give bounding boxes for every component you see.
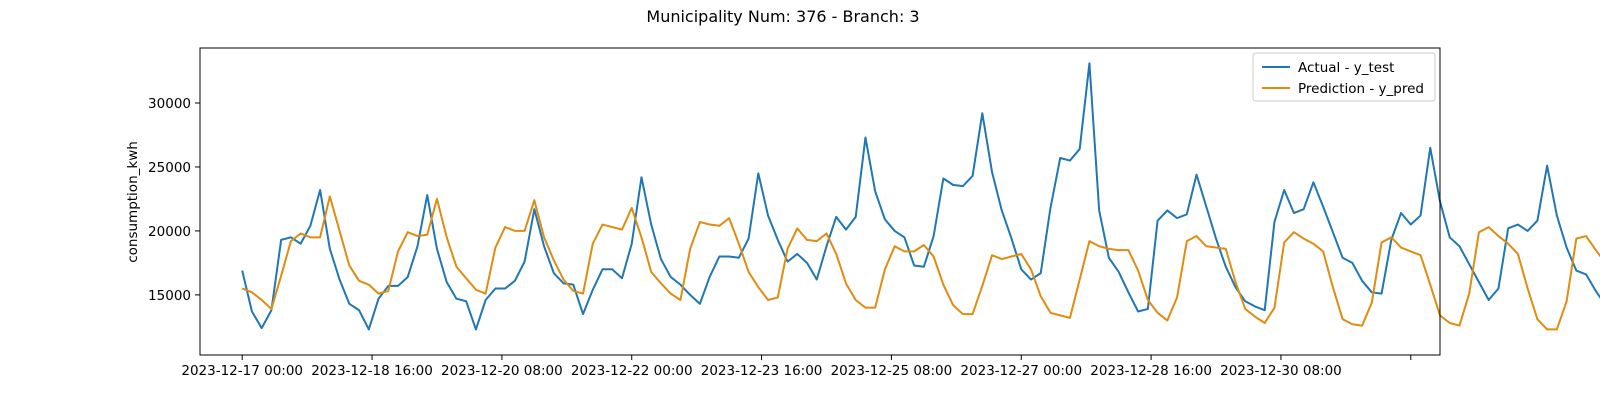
- x-tick-label: 2023-12-17 00:00: [181, 363, 303, 379]
- y-tick-label: 15000: [148, 288, 191, 304]
- plot-area: [241, 62, 1600, 331]
- x-tick-label: 2023-12-20 08:00: [441, 363, 563, 379]
- series-line-actual: [241, 62, 1600, 331]
- axes-frame: [199, 47, 1441, 356]
- legend-label-actual: Actual - y_test: [1298, 60, 1394, 76]
- x-tick-label: 2023-12-28 16:00: [1090, 363, 1212, 379]
- x-tick-label: 2023-12-23 16:00: [701, 363, 823, 379]
- y-axis-label: consumption_kwh: [125, 141, 141, 263]
- x-tick-label: 2023-12-27 00:00: [960, 363, 1082, 379]
- y-tick-label: 25000: [148, 160, 191, 176]
- legend-box: [1252, 52, 1436, 102]
- y-axis: 15000 20000 25000 30000: [148, 96, 200, 304]
- series-line-prediction: [241, 195, 1600, 331]
- x-tick-label: 2023-12-25 08:00: [831, 363, 953, 379]
- y-tick-label: 20000: [148, 224, 191, 240]
- x-tick-label: 2023-12-22 00:00: [571, 363, 693, 379]
- x-tick-label: 2023-12-18 16:00: [311, 363, 433, 379]
- y-tick-label: 30000: [148, 96, 191, 112]
- legend: Actual - y_test Prediction - y_pred: [1252, 52, 1436, 102]
- chart-title: Municipality Num: 376 - Branch: 3: [646, 7, 919, 26]
- legend-label-prediction: Prediction - y_pred: [1298, 81, 1424, 97]
- x-axis: 2023-12-17 00:00 2023-12-18 16:00 2023-12-…: [181, 355, 1412, 379]
- x-tick-label: 2023-12-30 08:00: [1220, 363, 1342, 379]
